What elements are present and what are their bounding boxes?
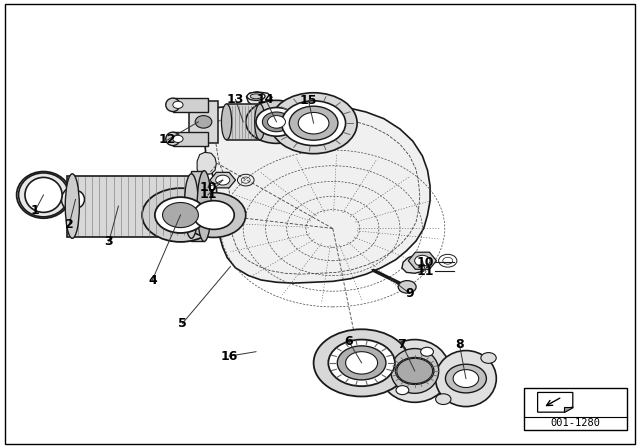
Circle shape <box>193 201 234 229</box>
Circle shape <box>256 108 297 136</box>
Ellipse shape <box>380 340 450 402</box>
Circle shape <box>142 188 219 242</box>
Ellipse shape <box>184 174 198 238</box>
Circle shape <box>163 202 198 228</box>
Text: 1: 1 <box>31 204 40 217</box>
Ellipse shape <box>65 174 79 238</box>
Ellipse shape <box>19 173 68 217</box>
Text: 2: 2 <box>65 218 74 232</box>
Circle shape <box>415 255 430 266</box>
Bar <box>189 101 218 143</box>
Circle shape <box>314 329 410 396</box>
Text: 12: 12 <box>159 133 177 146</box>
Text: 6: 6 <box>344 335 353 348</box>
Circle shape <box>282 101 346 146</box>
Ellipse shape <box>390 349 439 393</box>
Bar <box>191 171 204 241</box>
Circle shape <box>155 197 206 233</box>
Ellipse shape <box>221 104 232 140</box>
Circle shape <box>173 101 183 108</box>
Circle shape <box>436 394 451 405</box>
Circle shape <box>246 100 307 143</box>
Text: 9: 9 <box>405 287 414 300</box>
Circle shape <box>268 116 285 128</box>
Bar <box>67 176 195 237</box>
Ellipse shape <box>166 98 180 112</box>
Text: 10: 10 <box>199 181 217 194</box>
Circle shape <box>396 386 409 395</box>
Bar <box>173 132 208 146</box>
Text: 16: 16 <box>220 349 238 363</box>
Circle shape <box>216 175 230 185</box>
Ellipse shape <box>61 186 90 212</box>
Ellipse shape <box>435 350 497 407</box>
Bar <box>524 388 627 430</box>
Ellipse shape <box>255 104 265 140</box>
Text: 7: 7 <box>397 337 406 351</box>
Circle shape <box>346 352 378 374</box>
Text: 11: 11 <box>199 188 217 202</box>
Circle shape <box>337 346 386 380</box>
Text: 8: 8 <box>455 338 464 352</box>
Ellipse shape <box>250 94 262 99</box>
Circle shape <box>270 93 357 154</box>
Text: 10: 10 <box>417 255 435 269</box>
Text: 3: 3 <box>104 235 113 249</box>
Text: 001-1280: 001-1280 <box>550 418 600 428</box>
Bar <box>227 104 260 140</box>
Circle shape <box>420 347 433 356</box>
Text: 11: 11 <box>417 264 435 278</box>
Circle shape <box>453 370 479 388</box>
Polygon shape <box>564 407 573 412</box>
Circle shape <box>289 106 338 140</box>
Polygon shape <box>204 105 430 283</box>
Circle shape <box>397 358 433 383</box>
Text: 15: 15 <box>300 94 317 108</box>
Circle shape <box>396 358 434 384</box>
Circle shape <box>262 112 291 132</box>
Circle shape <box>398 280 416 293</box>
Circle shape <box>481 353 496 363</box>
Ellipse shape <box>67 190 84 208</box>
Bar <box>173 98 208 112</box>
Ellipse shape <box>247 92 265 100</box>
Polygon shape <box>210 172 236 188</box>
Text: 14: 14 <box>257 93 275 106</box>
Polygon shape <box>408 252 436 269</box>
Text: 5: 5 <box>178 317 187 330</box>
Circle shape <box>173 135 183 142</box>
Ellipse shape <box>166 132 180 146</box>
Circle shape <box>182 193 246 237</box>
Ellipse shape <box>197 171 211 241</box>
Polygon shape <box>197 152 216 175</box>
Ellipse shape <box>25 177 62 212</box>
Polygon shape <box>538 392 573 412</box>
Text: 13: 13 <box>227 93 244 106</box>
Polygon shape <box>246 92 272 108</box>
Circle shape <box>445 364 486 393</box>
Ellipse shape <box>28 179 60 211</box>
Circle shape <box>298 112 329 134</box>
Circle shape <box>328 340 395 386</box>
Ellipse shape <box>195 116 212 128</box>
Polygon shape <box>402 255 426 273</box>
Text: 4: 4 <box>148 273 157 287</box>
